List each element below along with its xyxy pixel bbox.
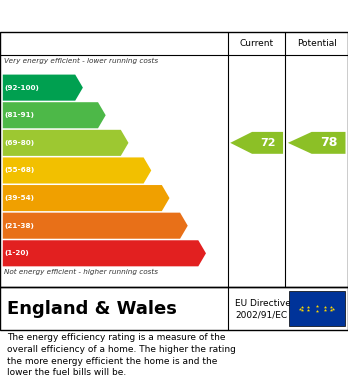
Text: (39-54): (39-54) — [5, 195, 35, 201]
Polygon shape — [3, 102, 106, 128]
Polygon shape — [3, 130, 128, 156]
Text: The energy efficiency rating is a measure of the
overall efficiency of a home. T: The energy efficiency rating is a measur… — [7, 333, 236, 377]
Text: Very energy efficient - lower running costs: Very energy efficient - lower running co… — [4, 57, 158, 64]
Text: (81-91): (81-91) — [5, 112, 35, 118]
Text: (1-20): (1-20) — [5, 250, 30, 256]
Polygon shape — [230, 132, 283, 154]
Text: EU Directive: EU Directive — [235, 299, 291, 308]
Text: B: B — [109, 109, 118, 122]
Text: G: G — [209, 247, 219, 260]
Bar — [289, 291, 345, 326]
Text: (55-68): (55-68) — [5, 167, 35, 174]
Text: C: C — [131, 136, 140, 149]
Text: Current: Current — [239, 39, 274, 48]
Text: E: E — [172, 192, 181, 204]
Text: 78: 78 — [320, 136, 337, 149]
Text: Not energy efficient - higher running costs: Not energy efficient - higher running co… — [4, 269, 158, 275]
Polygon shape — [3, 75, 83, 100]
Text: A: A — [86, 81, 95, 94]
Text: 2002/91/EC: 2002/91/EC — [235, 310, 287, 319]
Polygon shape — [3, 185, 169, 211]
Text: (92-100): (92-100) — [5, 84, 40, 91]
Text: (21-38): (21-38) — [5, 223, 35, 229]
Polygon shape — [3, 213, 188, 239]
Polygon shape — [288, 132, 346, 154]
Text: Potential: Potential — [297, 39, 337, 48]
Text: F: F — [190, 219, 199, 232]
Text: 72: 72 — [260, 138, 275, 148]
Text: (69-80): (69-80) — [5, 140, 35, 146]
Polygon shape — [3, 240, 206, 266]
Text: Energy Efficiency Rating: Energy Efficiency Rating — [10, 9, 220, 23]
Polygon shape — [3, 158, 151, 183]
Text: England & Wales: England & Wales — [7, 300, 177, 317]
Text: D: D — [154, 164, 164, 177]
